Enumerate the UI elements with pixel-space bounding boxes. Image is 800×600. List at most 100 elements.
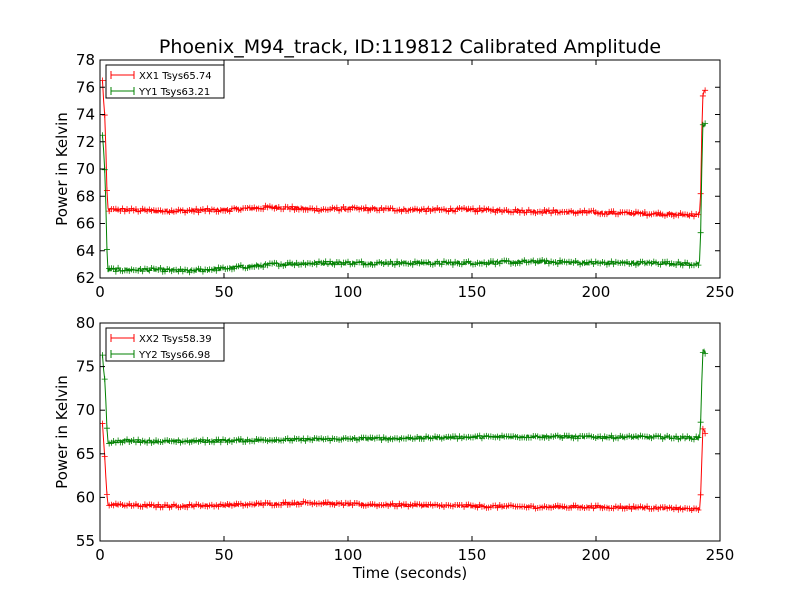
legend-marker: [110, 87, 135, 95]
series-1-marker: [103, 491, 110, 498]
series-2-marker: [490, 258, 497, 265]
y-tick-label: 70: [76, 401, 95, 419]
series-1-marker: [474, 208, 481, 215]
series-2-marker: [695, 262, 702, 269]
legend-label: YY2 Tsys66.98: [138, 350, 210, 361]
series-2-marker: [358, 258, 365, 265]
y-tick-label: 75: [76, 358, 95, 376]
series-1-marker: [699, 425, 706, 432]
series-1-marker: [289, 203, 296, 210]
y-tick-label: 70: [76, 160, 95, 178]
series-2-marker: [213, 267, 220, 274]
y-tick-label: 72: [76, 133, 95, 151]
series-2-marker: [101, 166, 108, 173]
series-1-marker: [260, 206, 267, 213]
series-2-marker: [112, 268, 119, 275]
y-tick-label: 74: [76, 106, 95, 124]
series-2-marker: [135, 436, 142, 443]
series-2-marker: [673, 261, 680, 268]
series-1-marker: [548, 210, 555, 217]
series-2-marker: [608, 432, 615, 439]
series-2-marker: [554, 260, 561, 267]
series-1-line: [101, 80, 706, 218]
series-1-marker: [539, 210, 546, 217]
series-2-marker: [697, 419, 704, 426]
series-1-trace: [100, 77, 709, 220]
x-tick-label: 200: [582, 283, 611, 301]
y-tick-label: 60: [76, 488, 95, 506]
series-1-marker: [362, 204, 369, 211]
series-1-marker: [697, 190, 704, 197]
legend-marker: [110, 334, 135, 342]
y-axis-label: Power in Kelvin: [53, 112, 71, 226]
x-tick-label: 150: [458, 283, 487, 301]
y-tick-label: 76: [76, 78, 95, 96]
x-tick-label: 50: [214, 283, 233, 301]
x-tick-label: 100: [334, 283, 363, 301]
series-2-line: [101, 348, 706, 445]
series-2-marker: [409, 261, 416, 268]
series-1-marker: [702, 87, 709, 94]
legend-marker: [110, 350, 135, 358]
series-2-line: [101, 123, 706, 274]
series-1-marker: [445, 208, 452, 215]
chart-title: Phoenix_M94_track, ID:119812 Calibrated …: [159, 36, 661, 58]
series-2-marker: [702, 350, 709, 357]
series-1-marker: [695, 211, 702, 218]
series-1-marker: [697, 491, 704, 498]
x-tick-label: 250: [706, 283, 735, 301]
legend-label: XX2 Tsys58.39: [139, 334, 212, 345]
series-2-marker: [695, 434, 702, 441]
series-1-marker: [204, 205, 211, 212]
x-tick-label: 250: [706, 546, 735, 564]
top-plot: 0 50 100 150 200 250 62 64 66 68 70 72 74 76 78 Power i…: [53, 51, 734, 301]
series-2-marker: [103, 246, 110, 253]
series-2-marker: [438, 261, 445, 268]
legend-label: YY1 Tsys63.21: [138, 87, 210, 98]
series-1-marker: [469, 205, 476, 212]
axes-frame: [99, 322, 721, 542]
series-1-marker: [702, 430, 709, 437]
series-2-marker: [101, 376, 108, 383]
y-tick-label: 62: [76, 269, 95, 287]
series-2-marker: [391, 261, 398, 268]
series-2-marker: [697, 229, 704, 236]
legend: XX1 Tsys65.74 YY1 Tsys63.21: [105, 64, 225, 99]
y-tick-label: 64: [76, 242, 95, 260]
legend-box: [105, 64, 225, 99]
series-2-marker: [157, 265, 164, 272]
x-tick-label: 200: [582, 546, 611, 564]
legend-label: XX1 Tsys65.74: [139, 71, 212, 82]
series-2-trace: [100, 348, 709, 447]
x-tick-label: 150: [458, 546, 487, 564]
x-tick-label: 0: [95, 283, 105, 301]
legend-marker: [110, 71, 135, 79]
series-1-marker: [695, 507, 702, 514]
x-axis-label: Time (seconds): [352, 564, 468, 582]
y-tick-label: 80: [76, 314, 95, 332]
x-tick-label: 0: [95, 546, 105, 564]
series-1-marker: [193, 205, 200, 212]
x-tick-label: 100: [334, 546, 363, 564]
y-axis-label: Power in Kelvin: [53, 375, 71, 489]
series-1-trace: [100, 420, 709, 514]
legend-box: [105, 327, 225, 362]
bottom-plot: 0 50 100 150 200 250 55 60 65 70 75 80 Power in Kelv…: [53, 314, 734, 564]
series-2-marker: [103, 425, 110, 432]
series-1-marker: [101, 112, 108, 119]
x-tick-label: 50: [214, 546, 233, 564]
y-tick-label: 68: [76, 187, 95, 205]
series-2-marker: [313, 261, 320, 268]
y-tick-label: 66: [76, 215, 95, 233]
series-2-trace: [100, 120, 709, 276]
series-1-marker: [641, 208, 648, 215]
series-1-marker: [699, 92, 706, 99]
series-1-marker: [333, 204, 340, 211]
y-tick-label: 55: [76, 532, 95, 550]
y-tick-label: 65: [76, 445, 95, 463]
series-2-marker: [702, 120, 709, 127]
y-tick-label: 78: [76, 51, 95, 69]
series-2-marker: [110, 265, 117, 272]
legend: XX2 Tsys58.39 YY2 Tsys66.98: [105, 327, 225, 362]
